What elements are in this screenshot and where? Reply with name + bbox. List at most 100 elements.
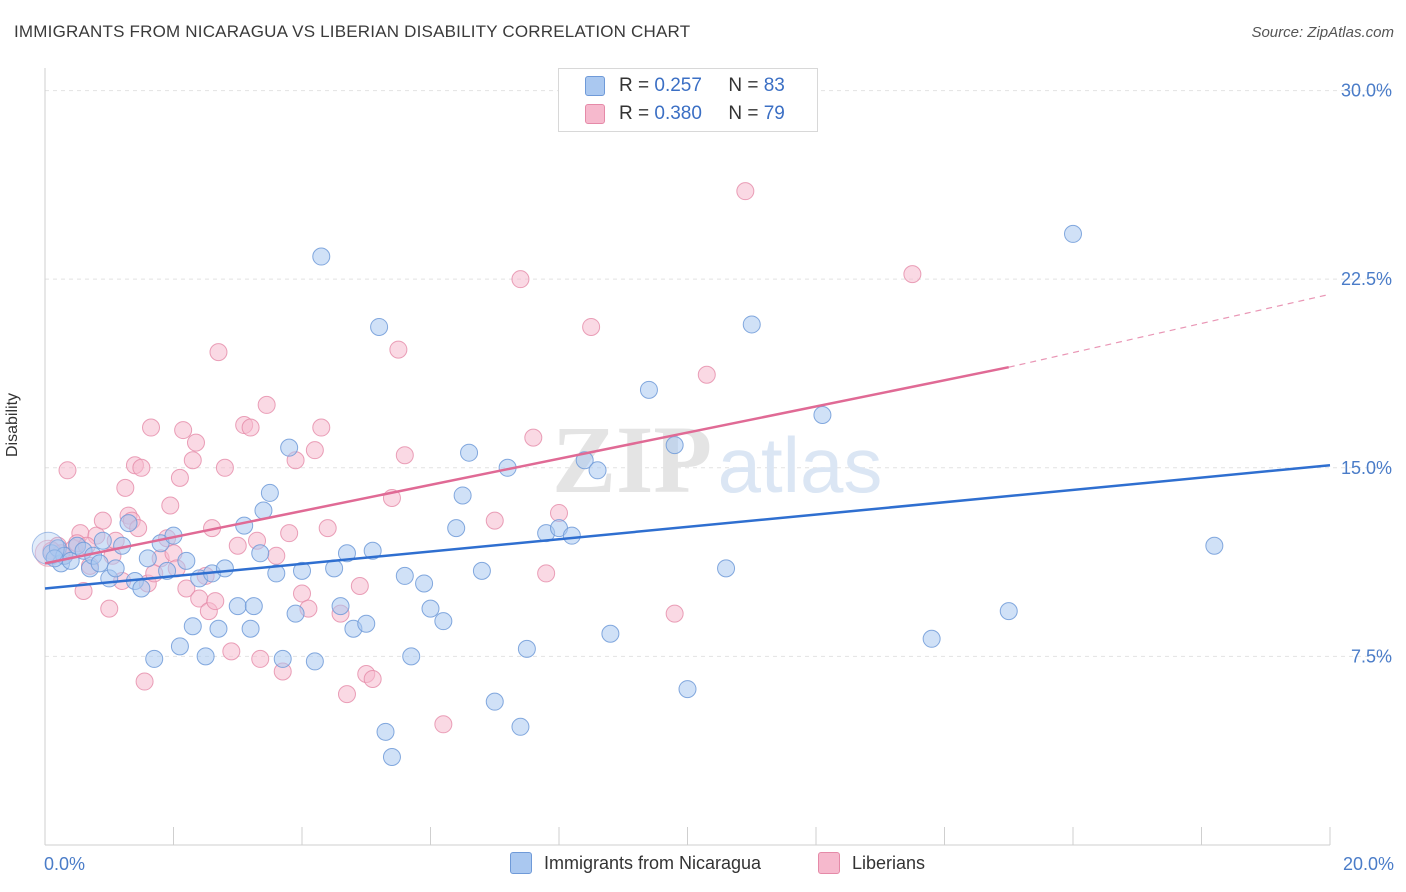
- data-point-nicaragua: [244, 597, 263, 616]
- data-point-nicaragua: [312, 247, 331, 266]
- data-point-nicaragua: [999, 602, 1018, 621]
- series-swatch-nicaragua: [510, 852, 532, 874]
- data-point-nicaragua: [106, 559, 125, 578]
- data-point-nicaragua: [145, 649, 164, 668]
- data-point-nicaragua: [402, 647, 421, 666]
- data-point-nicaragua: [293, 561, 311, 580]
- data-point-liberians: [142, 418, 161, 437]
- data-point-nicaragua: [280, 438, 299, 457]
- data-point-nicaragua: [434, 612, 453, 631]
- y-tick-label: 30.0%: [1341, 81, 1392, 101]
- trend-line-liberians: [44, 365, 1009, 565]
- data-point-liberians: [485, 511, 504, 530]
- legend-n-label: N =: [728, 75, 759, 96]
- trend-lines: [44, 293, 1331, 590]
- data-point-liberians: [736, 182, 755, 201]
- data-point-nicaragua: [395, 566, 414, 585]
- data-point-nicaragua: [357, 614, 376, 633]
- data-point-nicaragua: [453, 486, 472, 505]
- data-point-nicaragua: [511, 717, 530, 736]
- data-point-nicaragua: [241, 619, 260, 638]
- data-point-nicaragua: [601, 624, 620, 643]
- y-tick-label: 22.5%: [1341, 269, 1392, 289]
- data-point-nicaragua: [485, 692, 504, 711]
- data-point-liberians: [257, 395, 276, 414]
- legend-swatch-nicaragua: [585, 76, 605, 96]
- data-point-liberians: [389, 340, 408, 359]
- trend-line-liberians-extension: [1008, 293, 1331, 368]
- data-point-nicaragua: [1064, 224, 1082, 243]
- data-point-nicaragua: [370, 317, 389, 336]
- data-point-nicaragua: [678, 680, 697, 699]
- data-point-nicaragua: [209, 619, 228, 638]
- y-tick-label: 15.0%: [1341, 458, 1392, 478]
- x-tick-label: 20.0%: [1343, 854, 1394, 874]
- data-point-liberians: [697, 365, 716, 384]
- data-point-liberians: [280, 524, 299, 543]
- data-point-liberians: [337, 685, 356, 704]
- data-point-liberians: [206, 592, 225, 611]
- data-point-nicaragua: [31, 531, 65, 565]
- data-point-nicaragua: [235, 516, 254, 535]
- data-point-nicaragua: [421, 599, 440, 618]
- data-point-nicaragua: [337, 544, 356, 563]
- data-point-nicaragua: [922, 629, 941, 648]
- data-point-nicaragua: [196, 647, 215, 666]
- data-point-nicaragua: [260, 483, 279, 502]
- data-point-liberians: [350, 576, 369, 595]
- data-point-nicaragua: [447, 519, 466, 538]
- data-point-nicaragua: [1205, 536, 1224, 555]
- data-point-nicaragua: [382, 747, 401, 766]
- data-point-nicaragua: [119, 514, 138, 533]
- axes: [44, 68, 1331, 846]
- data-point-liberians: [222, 642, 241, 661]
- data-point-nicaragua: [588, 461, 607, 480]
- data-point-nicaragua: [183, 617, 202, 636]
- nicaragua-points: [31, 224, 1224, 766]
- data-point-liberians: [312, 418, 331, 437]
- data-point-liberians: [318, 519, 337, 538]
- data-point-liberians: [395, 446, 414, 465]
- data-point-liberians: [116, 478, 135, 497]
- data-point-nicaragua: [132, 579, 151, 598]
- data-point-nicaragua: [363, 541, 382, 560]
- data-point-liberians: [209, 343, 228, 362]
- data-point-nicaragua: [286, 604, 305, 623]
- data-point-nicaragua: [273, 649, 292, 668]
- data-point-liberians: [183, 451, 202, 470]
- data-point-liberians: [550, 504, 568, 523]
- data-point-liberians: [93, 511, 112, 530]
- y-tick-label: 7.5%: [1351, 646, 1392, 666]
- source-label: Source: ZipAtlas.com: [1251, 24, 1394, 41]
- legend-text-nicaragua: R = 0.257 N = 83: [619, 75, 785, 97]
- series-legend: Immigrants from Nicaragua Liberians: [0, 852, 1406, 878]
- data-point-liberians: [161, 496, 180, 515]
- legend-n-value: 83: [763, 75, 785, 96]
- data-point-liberians: [363, 670, 382, 689]
- data-point-liberians: [665, 604, 684, 623]
- data-point-liberians: [267, 546, 286, 565]
- data-point-liberians: [903, 265, 922, 284]
- data-point-liberians: [177, 579, 196, 598]
- data-point-nicaragua: [813, 405, 832, 424]
- data-point-liberians: [186, 433, 205, 452]
- chart-title: IMMIGRANTS FROM NICARAGUA VS LIBERIAN DI…: [14, 22, 691, 41]
- data-point-nicaragua: [665, 436, 684, 455]
- data-point-liberians: [100, 599, 119, 618]
- legend-r-label: R =: [619, 75, 650, 96]
- data-point-liberians: [228, 536, 247, 555]
- data-point-nicaragua: [376, 722, 395, 741]
- data-point-nicaragua: [305, 652, 324, 671]
- x-tick-label: 0.0%: [44, 854, 85, 874]
- data-point-nicaragua: [331, 597, 350, 616]
- data-point-nicaragua: [228, 597, 247, 616]
- data-point-liberians: [537, 564, 556, 583]
- data-point-liberians: [241, 418, 260, 437]
- legend-r-label: R =: [619, 103, 650, 124]
- data-point-liberians: [582, 317, 601, 336]
- tick-labels: 7.5% 15.0% 22.5% 30.0% 0.0% 20.0%: [44, 81, 1394, 874]
- data-point-nicaragua: [415, 574, 434, 593]
- data-point-liberians: [511, 270, 530, 289]
- data-point-liberians: [135, 672, 154, 691]
- gridlines: [45, 90, 1390, 657]
